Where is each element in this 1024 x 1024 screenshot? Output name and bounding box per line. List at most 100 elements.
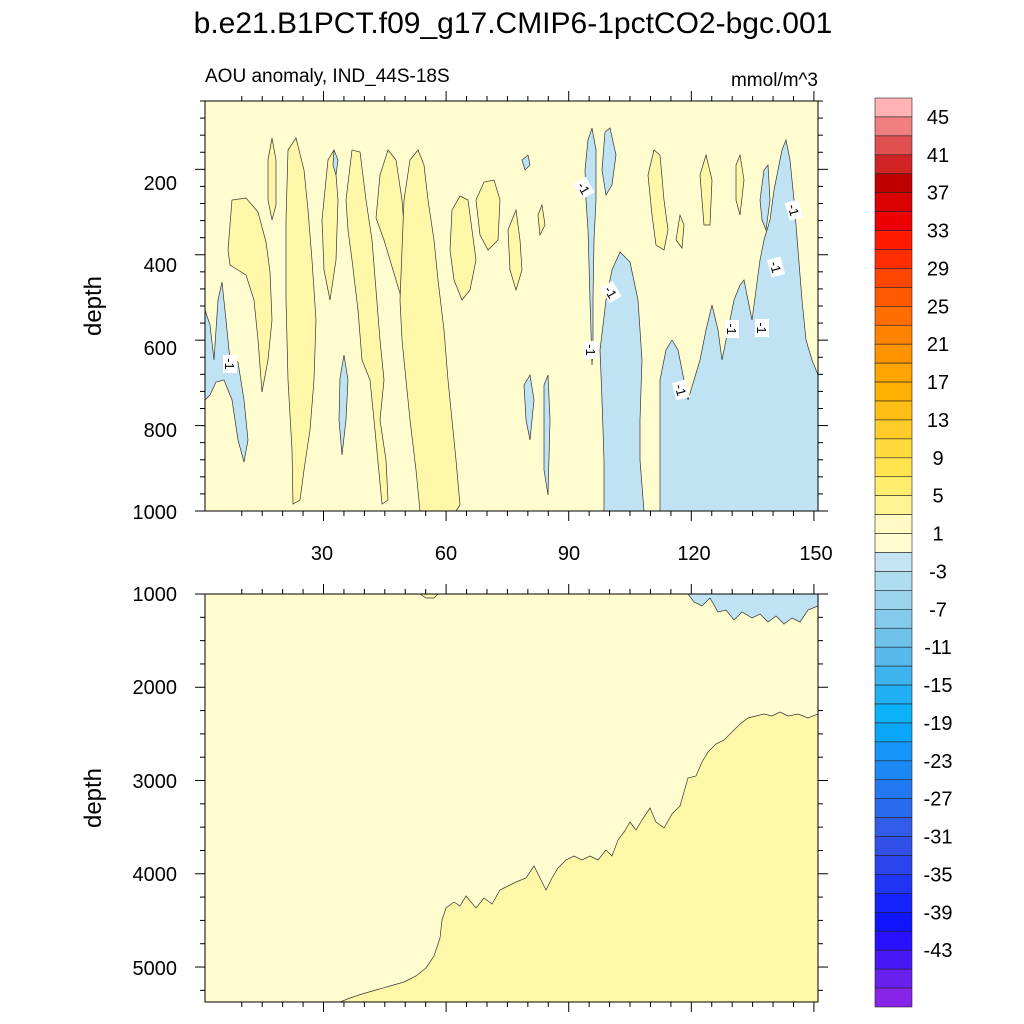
- lower-positive-region: [339, 711, 818, 1002]
- upper-positive-patches: [227, 137, 745, 511]
- colorbar-label-18: -27: [924, 789, 953, 811]
- contour-label-8-box: [766, 256, 786, 278]
- left-subtitle: AOU anomaly, IND_44S-18S: [205, 66, 450, 87]
- patch-pos-7: [399, 149, 461, 511]
- contour-label-6-text: -1: [724, 323, 739, 335]
- lower-positive-sliver: [419, 594, 439, 599]
- contour-label-5-box: [671, 379, 691, 401]
- patch-pos-10: [507, 208, 523, 292]
- patch-neg-5: [543, 374, 551, 496]
- contour-label-3-box: [600, 280, 622, 304]
- colorbar-label-16: -19: [924, 713, 953, 735]
- colorbar-label-6: 21: [927, 334, 949, 356]
- lower-negative-region: [687, 594, 818, 625]
- patch-pos-11: [537, 203, 546, 237]
- colorbar-label-4: 29: [927, 258, 949, 280]
- colorbar-box-3: [874, 154, 913, 175]
- contour-label-9-box: [784, 199, 804, 221]
- colorbar-box-13: [874, 343, 913, 364]
- contour-label-6: -1: [724, 320, 739, 338]
- contour-label-8-text: -1: [767, 260, 784, 275]
- colorbar-box-17: [874, 419, 913, 440]
- patch-pos-15: [735, 153, 745, 216]
- contour-label-5-text: -1: [672, 383, 689, 398]
- upper-ytick-label-800: 800: [144, 420, 177, 442]
- contour-label-6-box: [725, 320, 739, 338]
- patch-neg-6: [521, 154, 531, 171]
- colorbar-box-8: [874, 249, 913, 269]
- colorbar-label-14: -11: [924, 637, 951, 659]
- colorbar-box-47: [874, 987, 913, 1008]
- patch-neg-4: [523, 373, 535, 441]
- contour-label-2: -1: [573, 176, 595, 200]
- contour-label-7: -1: [754, 319, 769, 337]
- colorbar-box-40: [874, 855, 913, 875]
- colorbar-box-26: [874, 590, 913, 610]
- colorbar-box-24: [874, 552, 913, 572]
- upper-panel: -1 -1 -1 -1 -1: [80, 91, 833, 565]
- contour-label-9-text: -1: [785, 203, 802, 218]
- contour-label-1: -1: [222, 355, 237, 373]
- colorbar-box-32: [874, 703, 913, 724]
- xtick-label-60: 60: [435, 543, 457, 565]
- patch-neg-8: [601, 127, 617, 197]
- xtick-label-90: 90: [558, 543, 580, 565]
- contour-label-7-text: -1: [754, 322, 769, 334]
- colorbar-box-5: [874, 192, 913, 212]
- colorbar-box-6: [874, 211, 913, 231]
- patch-pos-2: [267, 137, 277, 221]
- colorbar-box-7: [874, 230, 913, 250]
- upper-tick-marks: [195, 91, 828, 521]
- upper-ytick-label-400: 400: [144, 255, 177, 277]
- patch-pos-14: [699, 153, 713, 226]
- colorbar-box-44: [874, 930, 913, 951]
- colorbar: 45 41 37 33 29 25 21 17 13 9 5 1 -3 -7 -11 -15 -19 -23 -27…: [874, 97, 953, 1008]
- colorbar-box-31: [874, 684, 913, 705]
- contour-label-2-box: [573, 176, 595, 200]
- xtick-label-120: 120: [677, 543, 710, 565]
- colorbar-label-15: -15: [924, 675, 953, 697]
- colorbar-label-8: 13: [927, 410, 949, 432]
- colorbar-box-18: [874, 438, 913, 459]
- colorbar-box-28: [874, 627, 913, 648]
- colorbar-box-36: [874, 779, 913, 799]
- contour-label-1-text: -1: [222, 358, 237, 370]
- patch-pos-4: [321, 148, 339, 301]
- upper-ytick-label-200: 200: [144, 173, 177, 195]
- patch-pos-5: [345, 149, 389, 505]
- lower-ytick-label-4000: 4000: [133, 864, 178, 886]
- colorbar-box-23: [874, 533, 913, 553]
- contour-label-4-box: [584, 341, 598, 359]
- colorbar-box-11: [874, 306, 913, 326]
- colorbar-label-10: 5: [932, 486, 943, 508]
- colorbar-label-7: 17: [927, 372, 949, 394]
- colorbar-label-5: 25: [927, 296, 949, 318]
- xtick-label-30: 30: [311, 543, 333, 565]
- colorbar-box-22: [874, 514, 913, 534]
- lower-ytick-label-2000: 2000: [133, 677, 178, 699]
- colorbar-box-41: [874, 874, 913, 894]
- contour-labels: -1 -1 -1 -1 -1: [222, 176, 804, 401]
- colorbar-labels: 45 41 37 33 29 25 21 17 13 9 5 1 -3 -7 -11 -15 -19 -23 -27…: [924, 107, 953, 962]
- colorbar-box-33: [874, 722, 913, 743]
- chart-title: b.e21.B1PCT.f09_g17.CMIP6-1pctCO2-bgc.00…: [194, 7, 833, 40]
- colorbar-box-42: [874, 893, 913, 913]
- contour-label-9: -1: [784, 199, 804, 221]
- contour-label-4: -1: [583, 341, 598, 359]
- contour-label-5: -1: [671, 379, 691, 401]
- colorbar-box-29: [874, 646, 913, 667]
- colorbar-boxes: [874, 97, 913, 1008]
- colorbar-box-2: [874, 135, 913, 156]
- colorbar-label-0: 45: [927, 107, 949, 129]
- colorbar-label-3: 33: [927, 221, 949, 243]
- colorbar-box-9: [874, 268, 913, 288]
- colorbar-box-12: [874, 324, 913, 345]
- patch-neg-3: [338, 354, 349, 456]
- patch-pos-9: [475, 179, 501, 251]
- colorbar-box-14: [874, 362, 913, 383]
- colorbar-box-16: [874, 400, 913, 421]
- patch-pos-12: [647, 149, 669, 251]
- contour-label-8: -1: [766, 256, 786, 278]
- patch-pos-1: [227, 197, 273, 393]
